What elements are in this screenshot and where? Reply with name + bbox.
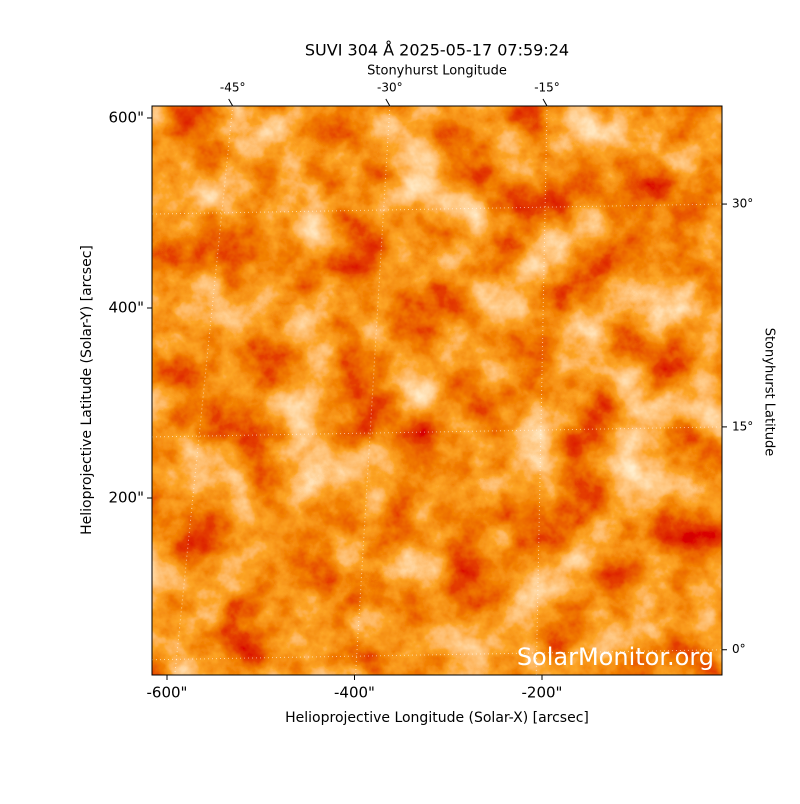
plot-frame: [151, 105, 723, 676]
y-axis-label: Helioprojective Latitude (Solar-Y) [arcs…: [79, 245, 95, 535]
grid-line: [174, 106, 234, 675]
y2-tick-label: 15°: [732, 419, 753, 433]
y2-tick-label: 0°: [732, 642, 746, 656]
x2-tick: [542, 98, 548, 107]
x2-tick: [228, 98, 234, 107]
watermark: SolarMonitor.org: [517, 643, 714, 671]
x-tick-label: -600": [147, 684, 188, 702]
x-tick-label: -200": [522, 684, 563, 702]
y-tick-label: 600": [108, 108, 144, 126]
grid-line: [535, 106, 548, 675]
x2-tick: [385, 98, 391, 107]
y2-axis-label: Stonyhurst Latitude: [762, 328, 777, 457]
x2-axis-label: Stonyhurst Longitude: [367, 64, 507, 79]
solar-image: [152, 106, 722, 675]
x2-tick-label: -30°: [377, 81, 403, 95]
x-axis-label: Helioprojective Longitude (Solar-X) [arc…: [285, 710, 589, 726]
y-tick-label: 200": [108, 489, 144, 507]
y2-tick-label: 30°: [732, 197, 753, 211]
chart-title: SUVI 304 Å 2025-05-17 07:59:24: [305, 41, 569, 60]
x2-tick-label: -15°: [534, 81, 560, 95]
x-tick-label: -400": [334, 684, 375, 702]
y-tick-label: 400": [108, 298, 144, 316]
x2-tick-label: -45°: [220, 81, 246, 95]
